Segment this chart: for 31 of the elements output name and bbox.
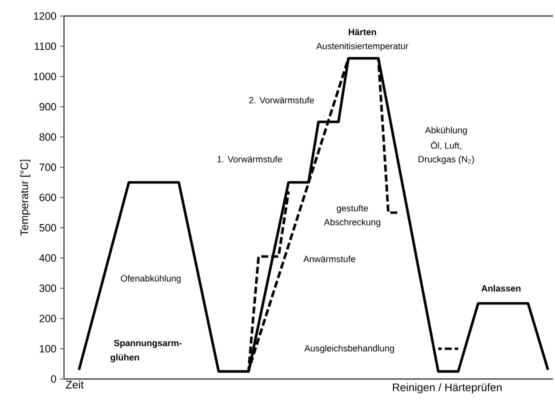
annotation: Austenitisiertemperatur	[316, 42, 408, 52]
annotation: Spannungsarm-	[114, 340, 182, 348]
annotation: 2. Vorwärmstufe	[249, 96, 314, 104]
y-tick-label: 1000	[34, 72, 56, 80]
y-tick-label: 100	[40, 345, 56, 352]
y-tick-label: 600	[40, 194, 56, 202]
y-tick-label: 800	[39, 133, 56, 141]
annotation: Druckgas (N$_{2}$)	[418, 156, 474, 164]
annotation: Ausgleichsbehandlung	[304, 344, 394, 354]
annotation: Anlassen	[481, 284, 520, 292]
annotation: Abkühlung	[425, 126, 467, 136]
y-tick-label: 1200	[34, 12, 56, 20]
y-tick-label: 900	[40, 103, 56, 110]
y-tick-label: 500	[39, 224, 56, 232]
annotation: Härten	[348, 28, 376, 36]
y-axis-title: Temperatur [°C]	[20, 160, 30, 236]
annotation: Ofenabkühlung	[120, 274, 181, 284]
y-tick-label: 200	[40, 314, 56, 322]
text: Reinigen / Härteprüfen	[392, 383, 502, 394]
annotation: Öl, Luft,	[430, 141, 462, 150]
annotation: gestufte	[336, 204, 368, 214]
annotation: 1. Vorwärmstufe	[218, 156, 282, 162]
y-tick-label: 0	[51, 375, 56, 383]
annotation: Anwärmstufe	[303, 256, 356, 262]
y-tick-label: 300	[39, 284, 56, 292]
y-tick-label: 1100	[34, 42, 56, 50]
annotation: Abschreckung	[324, 218, 380, 228]
x-axis-title: Zeit	[66, 380, 84, 389]
y-tick-label: 700	[40, 164, 56, 171]
annotation: glühen	[110, 354, 140, 362]
y-tick-label: 400	[39, 254, 56, 262]
